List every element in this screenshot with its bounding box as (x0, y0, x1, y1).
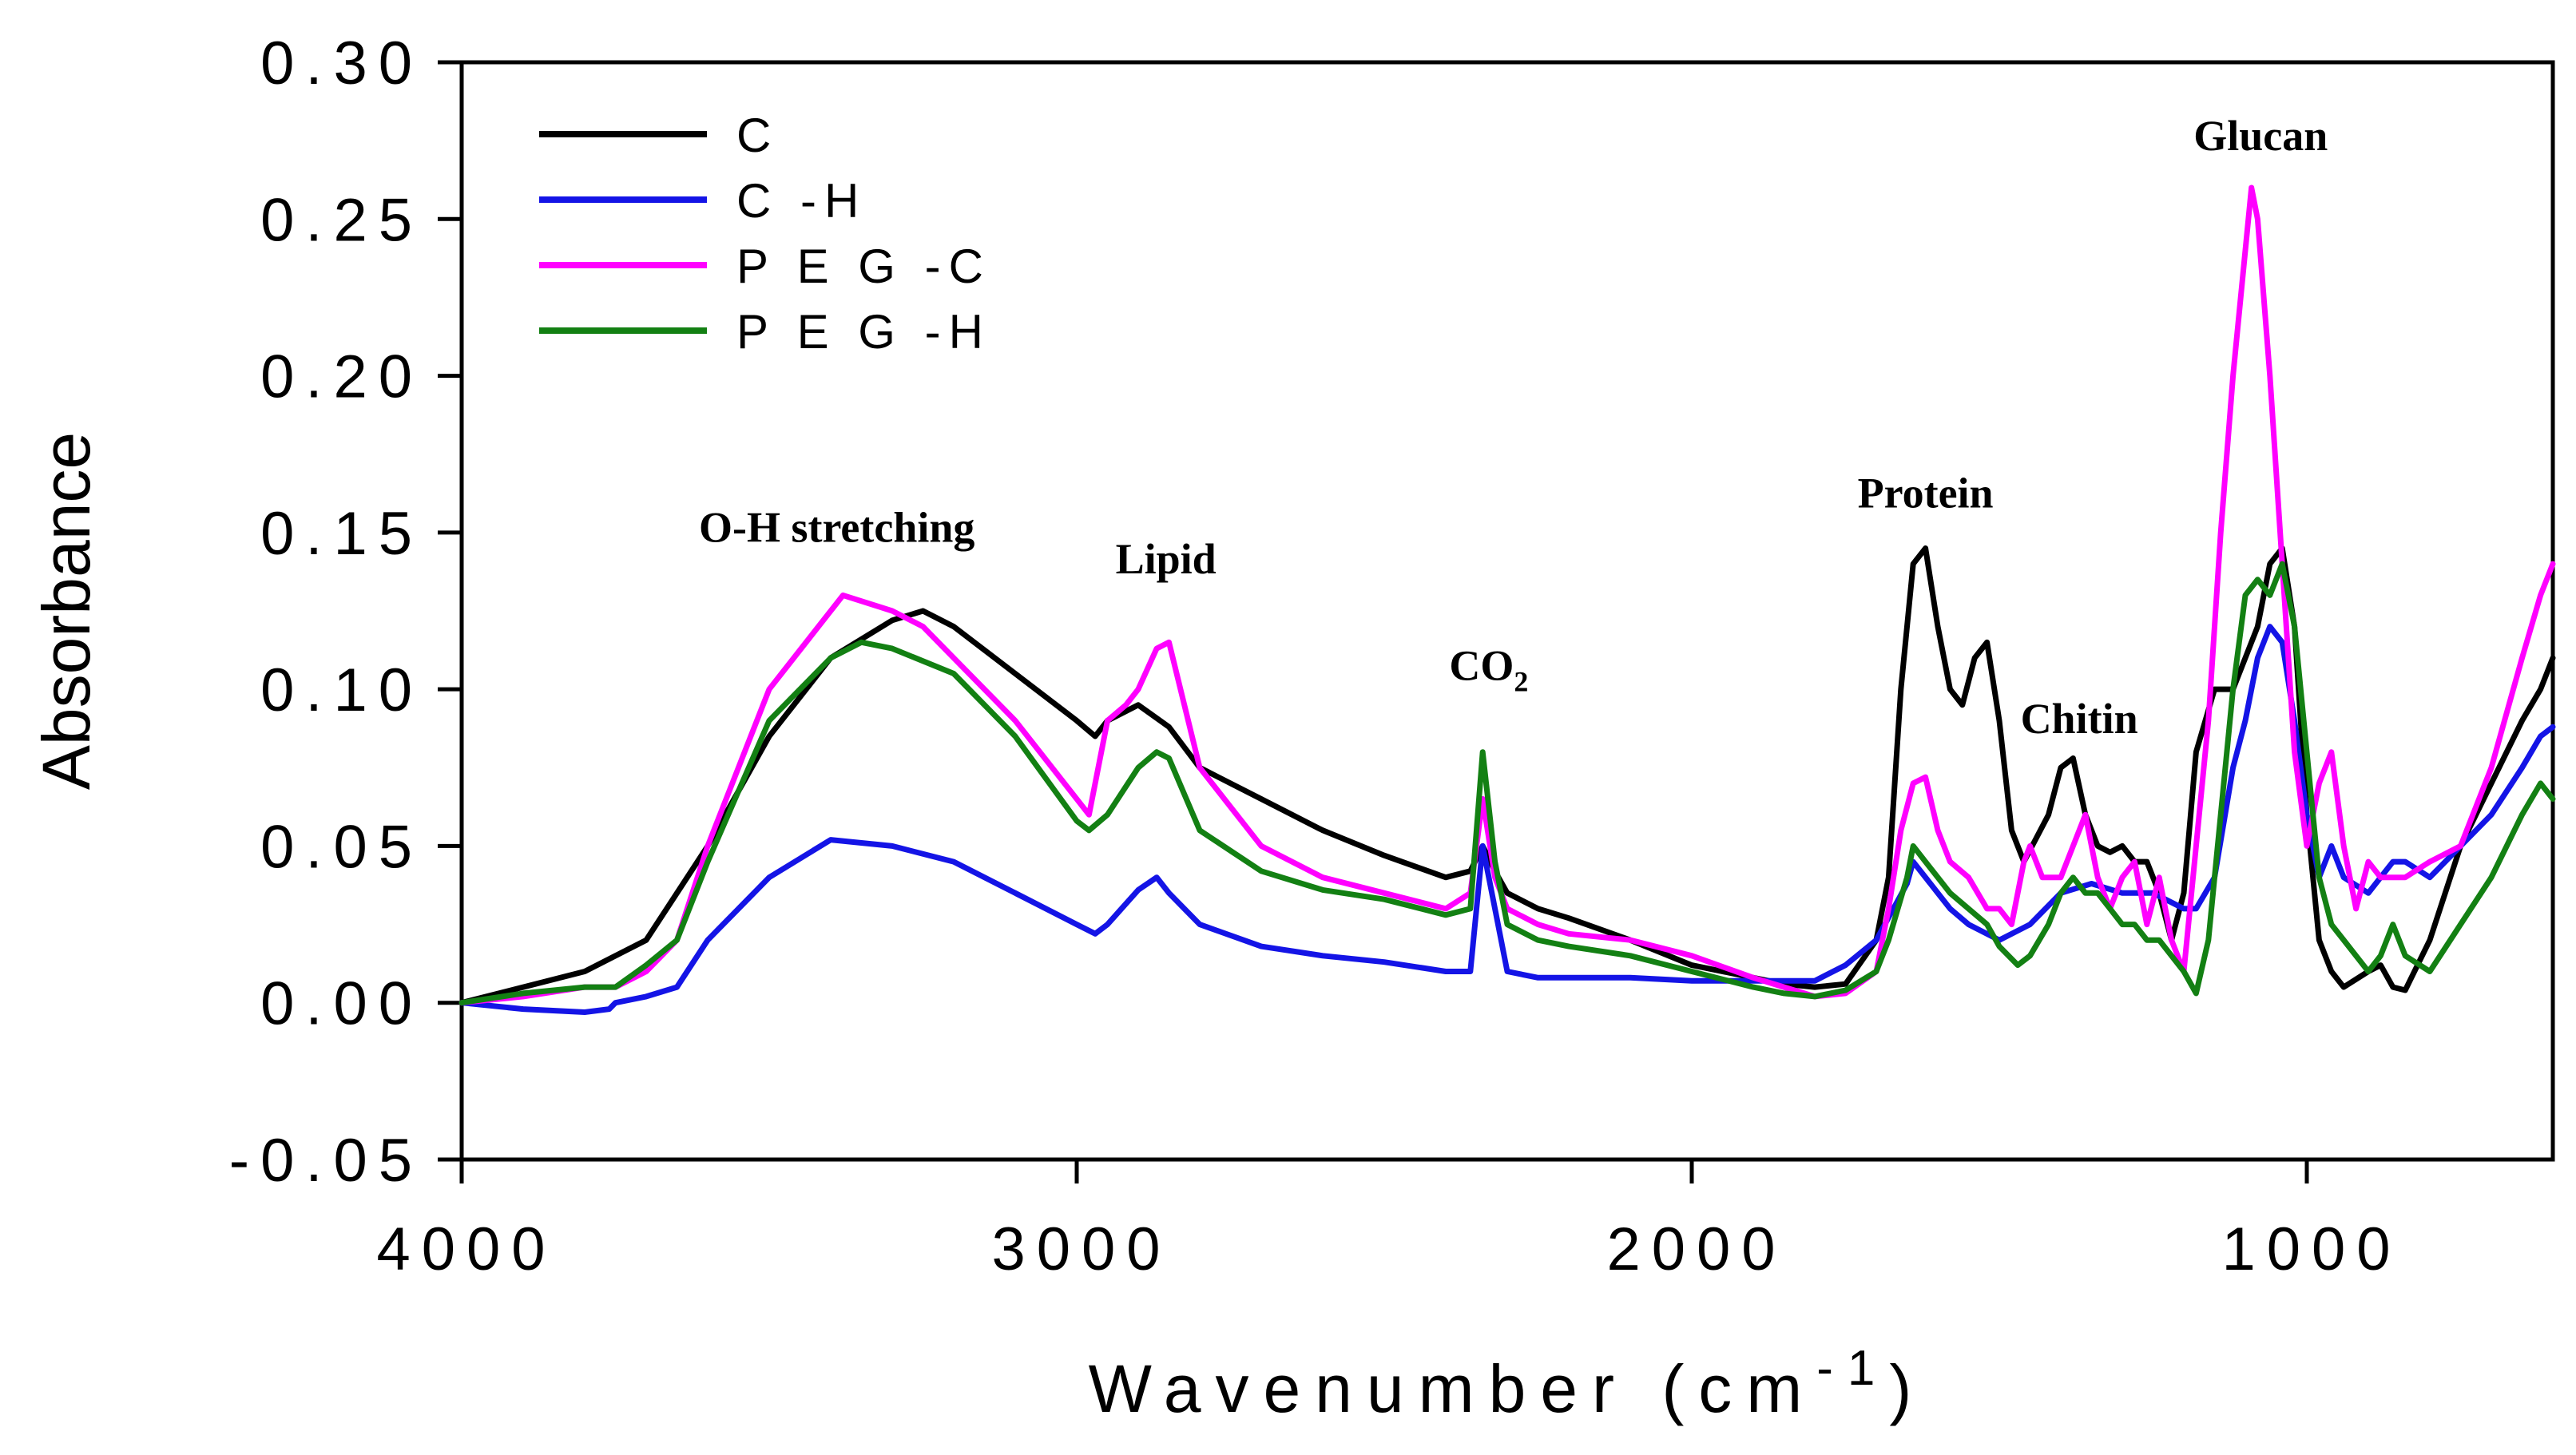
series-layer (458, 184, 2556, 1015)
x-tick-label: 1000 (2221, 1215, 2401, 1283)
x-axis-ticks: 4000 3000 2000 1000 (376, 1160, 2401, 1283)
series-line-p-e-g-c (458, 184, 2556, 1006)
x-tick-label: 3000 (991, 1215, 1171, 1283)
y-axis-title: Absorbance (29, 432, 104, 790)
plot-area-frame (459, 60, 2555, 1162)
annotation-co: CO2 (1449, 641, 1528, 697)
annotation-o-h-stretching: O-H stretching (699, 504, 974, 552)
annotation-lipid: Lipid (1116, 535, 1217, 583)
y-tick-label: 0.30 (260, 30, 423, 97)
annotation-chitin: Chitin (2021, 695, 2138, 743)
annotation-layer: O-H stretching Lipid CO2 Protein Chitin Gluca… (699, 112, 2328, 743)
annotation-protein: Protein (1858, 469, 1994, 517)
legend-label-peg-h: P E G -H (736, 305, 991, 359)
x-tick-label: 2000 (1606, 1215, 1786, 1283)
series-line-p-e-g-h (458, 561, 2556, 1006)
annotation-subscript: 2 (1514, 665, 1528, 697)
y-tick-label: 0.20 (260, 343, 423, 411)
y-tick-label: 0.15 (260, 500, 423, 568)
annotation-glucan: Glucan (2193, 112, 2328, 160)
y-tick-label: -0.05 (229, 1127, 423, 1195)
legend: C C -H P E G -C P E G -H (539, 109, 991, 359)
y-tick-label: 0.25 (260, 186, 423, 254)
x-axis-title-sup: -1 (1816, 1341, 1889, 1396)
x-tick-label: 4000 (376, 1215, 556, 1283)
x-axis-title-close: ) (1889, 1351, 1926, 1426)
y-axis-ticks: -0.05 0.00 0.05 0.10 0.15 0.20 0.25 0.30 (229, 30, 462, 1195)
y-tick-label: 0.05 (260, 813, 423, 881)
y-tick-label: 0.00 (260, 970, 423, 1038)
legend-label-c-h: C -H (736, 174, 867, 228)
series-line-c (458, 545, 2556, 1006)
x-axis-title: Wavenumber (cm-1) (1089, 1341, 1927, 1426)
legend-label-peg-c: P E G -C (736, 240, 991, 293)
x-axis-title-main: Wavenumber (cm (1089, 1351, 1817, 1426)
legend-label-c: C (736, 109, 779, 162)
y-tick-label: 0.10 (260, 656, 423, 724)
